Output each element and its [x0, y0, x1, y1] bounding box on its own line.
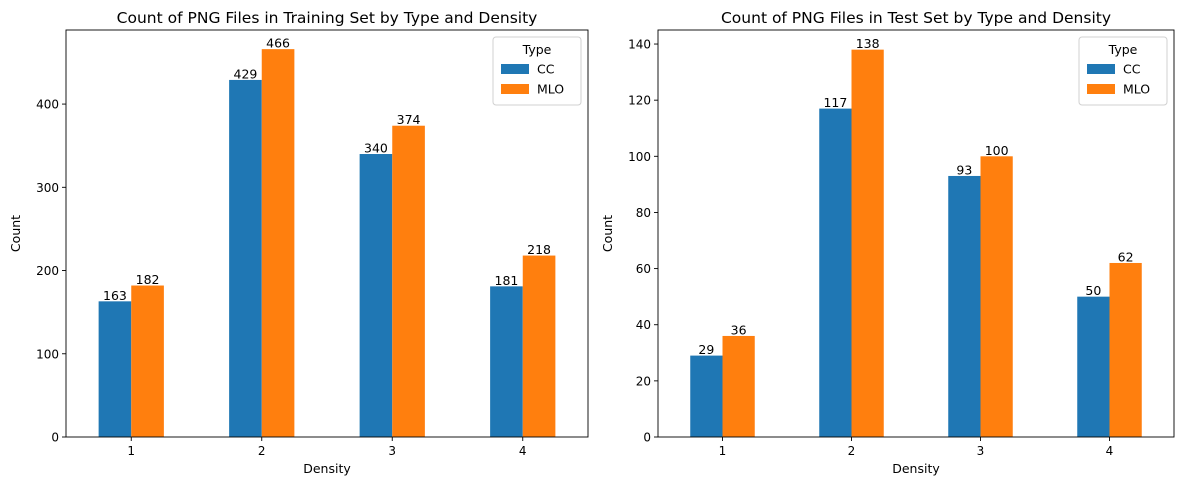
y-tick-label: 100	[36, 347, 59, 361]
legend-swatch-cc	[1087, 64, 1115, 74]
y-tick-label: 120	[628, 94, 651, 108]
bar-mlo-1	[131, 285, 164, 437]
bar-cc-3	[948, 175, 981, 437]
x-tick-label: 1	[127, 444, 135, 458]
y-tick-label: 40	[636, 318, 651, 332]
bar-label: 138	[856, 36, 880, 51]
chart-title: Count of PNG Files in Test Set by Type a…	[721, 9, 1111, 27]
bar-label: 340	[364, 141, 388, 156]
plot-frame	[657, 29, 1175, 438]
x-tick-label: 3	[977, 444, 985, 458]
x-tick-label: 2	[258, 444, 266, 458]
legend-entry: MLO	[1123, 82, 1150, 97]
bar-label: 181	[495, 273, 519, 288]
y-tick-label: 100	[628, 150, 651, 164]
legend-title: Type	[522, 42, 552, 57]
bar-label: 29	[698, 342, 714, 357]
bar-cc-4	[490, 286, 523, 437]
bar-label: 374	[397, 112, 421, 127]
bar-label: 182	[136, 272, 160, 287]
bar-mlo-3	[392, 125, 425, 437]
legend-title: Type	[1108, 42, 1138, 57]
bar-label: 117	[823, 95, 847, 110]
y-tick-label: 60	[636, 262, 651, 276]
x-tick-label: 4	[1106, 444, 1114, 458]
x-tick-label: 4	[519, 444, 527, 458]
bar-cc-3	[359, 154, 393, 437]
y-tick-label: 0	[51, 431, 59, 445]
bar-mlo-1	[722, 335, 755, 437]
x-tick-label: 3	[388, 444, 396, 458]
y-tick-label: 400	[36, 98, 59, 112]
x-axis-label: Density	[303, 461, 351, 476]
plot-frame	[65, 29, 589, 438]
test-set-chart: Count of PNG Files in Test Set by Type a…	[600, 9, 1175, 476]
chart-title: Count of PNG Files in Training Set by Ty…	[117, 9, 538, 27]
bar-label: 36	[731, 322, 747, 337]
bar-label: 466	[266, 36, 290, 51]
bar-cc-1	[690, 355, 723, 437]
bar-mlo-3	[980, 156, 1013, 437]
legend-entry: CC	[537, 62, 555, 77]
legend-swatch-mlo	[501, 84, 529, 94]
bar-label: 50	[1085, 283, 1101, 298]
bar-cc-1	[98, 301, 132, 437]
x-tick-label: 2	[848, 444, 856, 458]
bar-mlo-4	[522, 255, 556, 437]
bar-cc-2	[819, 108, 852, 437]
training-set-chart: Count of PNG Files in Training Set by Ty…	[8, 9, 589, 476]
legend-swatch-cc	[501, 64, 529, 74]
y-axis-label: Count	[8, 215, 23, 252]
bar-cc-2	[229, 79, 262, 437]
bar-mlo-2	[261, 49, 295, 437]
bar-mlo-2	[851, 49, 884, 437]
x-tick-label: 1	[719, 444, 727, 458]
bar-label: 163	[103, 288, 127, 303]
bar-label: 429	[234, 66, 258, 81]
legend-entry: MLO	[537, 82, 564, 97]
y-tick-label: 0	[643, 431, 651, 445]
legend-entry: CC	[1123, 62, 1141, 77]
y-axis-label: Count	[600, 215, 615, 252]
y-tick-label: 20	[636, 374, 651, 388]
y-tick-label: 200	[36, 264, 59, 278]
bar-cc-4	[1077, 296, 1110, 437]
bar-label: 100	[985, 143, 1009, 158]
bar-label: 218	[527, 242, 551, 257]
bar-label: 62	[1118, 249, 1134, 264]
y-tick-label: 140	[628, 38, 651, 52]
y-tick-label: 80	[636, 206, 651, 220]
y-tick-label: 300	[36, 181, 59, 195]
bar-label: 93	[956, 162, 972, 177]
legend: Type CC MLO	[1078, 36, 1168, 106]
bar-mlo-4	[1109, 262, 1142, 437]
legend-swatch-mlo	[1087, 84, 1115, 94]
legend: Type CC MLO	[492, 36, 582, 106]
x-axis-label: Density	[892, 461, 940, 476]
